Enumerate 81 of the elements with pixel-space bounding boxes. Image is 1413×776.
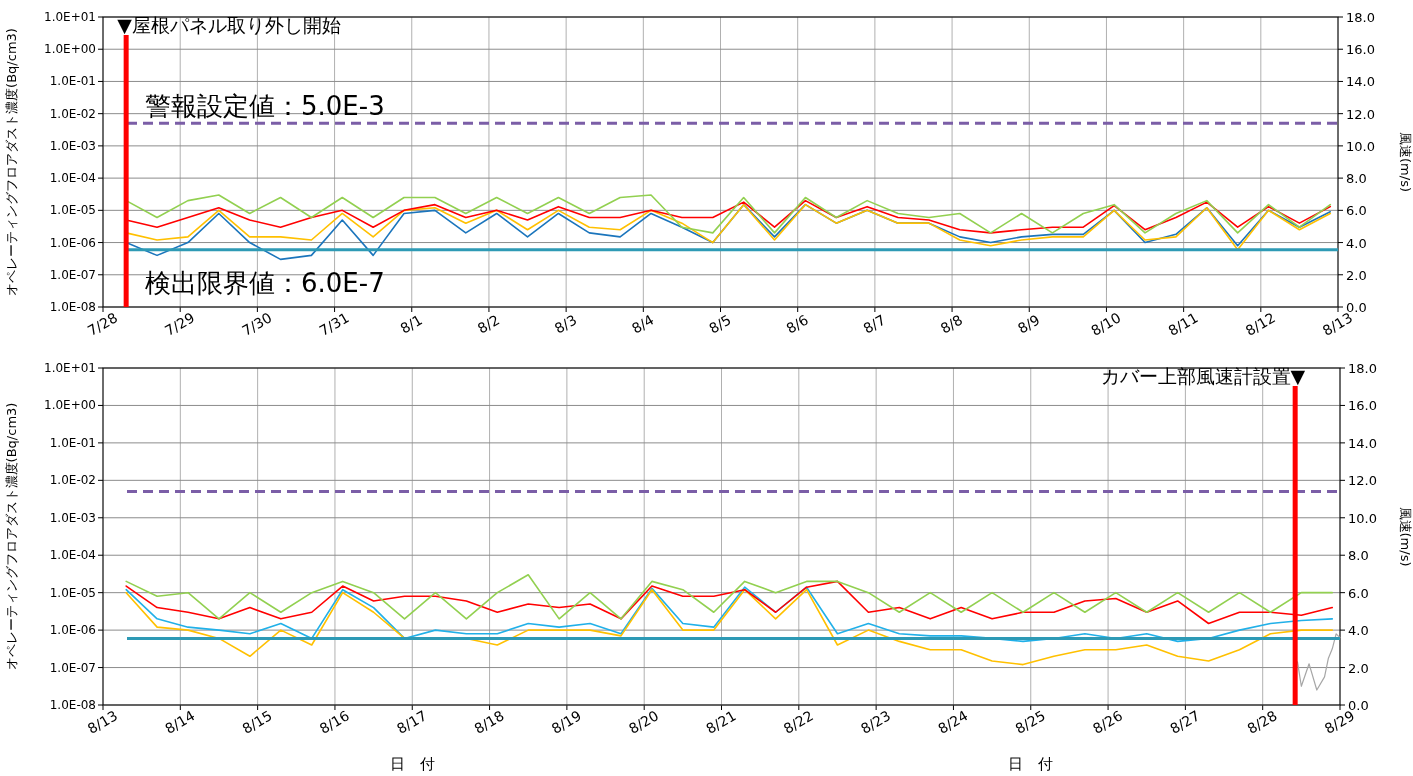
line-series xyxy=(125,588,1334,666)
y-tick-label: 1.0E+00 xyxy=(44,398,96,413)
y-tick-label: 1.0E-02 xyxy=(49,473,96,488)
y-tick-label: 1.0E-03 xyxy=(49,138,96,153)
x-tick-label: 8/15 xyxy=(239,707,275,737)
y2-tick-label: 16.0 xyxy=(1348,398,1377,414)
y-tick-label: 1.0E-02 xyxy=(49,106,96,121)
x-tick-label: 8/17 xyxy=(394,707,430,737)
y-axis-title: オペレーティングフロアダスト濃度(Bq/cm3) xyxy=(4,28,19,296)
y2-axis-title: 風速(m/s) xyxy=(1398,132,1413,192)
y-tick-label: 1.0E-07 xyxy=(49,660,96,675)
y-tick-label: 1.0E-06 xyxy=(49,235,96,250)
x-tick-label: 8/12 xyxy=(1242,309,1278,339)
line-series xyxy=(125,574,1334,620)
y-tick-label: 1.0E+01 xyxy=(44,10,96,24)
x-axis-title: 日 付 xyxy=(389,755,435,773)
y-tick-label: 1.0E+00 xyxy=(44,42,96,57)
y2-tick-label: 8.0 xyxy=(1346,171,1367,187)
y2-tick-label: 8.0 xyxy=(1348,548,1369,564)
y2-tick-label: 10.0 xyxy=(1346,138,1375,154)
x-tick-label: 8/10 xyxy=(1088,309,1124,339)
y-tick-label: 1.0E-07 xyxy=(49,267,96,282)
x-tick-label: 8/21 xyxy=(703,707,739,737)
x-tick-label: 7/31 xyxy=(316,309,352,339)
y2-tick-label: 4.0 xyxy=(1346,235,1367,251)
x-tick-label: 8/2 xyxy=(474,311,503,337)
y-tick-label: 1.0E-08 xyxy=(49,698,96,712)
y2-tick-label: 2.0 xyxy=(1348,660,1369,676)
y-tick-label: 1.0E-01 xyxy=(49,435,96,450)
y-tick-label: 1.0E-05 xyxy=(49,203,96,218)
x-tick-label: 8/1 xyxy=(397,311,426,337)
x-tick-label: 8/8 xyxy=(937,311,966,337)
y2-tick-label: 4.0 xyxy=(1348,623,1369,639)
x-tick-label: 7/29 xyxy=(162,309,198,339)
ref-line-label: 検出限界値：6.0E-7 xyxy=(145,267,385,298)
x-tick-label: 8/24 xyxy=(935,707,971,737)
y2-tick-label: 6.0 xyxy=(1348,585,1369,601)
x-tick-label: 8/25 xyxy=(1012,707,1048,737)
x-tick-label: 8/14 xyxy=(162,707,198,737)
y-tick-label: 1.0E-08 xyxy=(49,300,96,314)
x-tick-label: 8/20 xyxy=(626,707,662,737)
y2-tick-label: 10.0 xyxy=(1348,510,1377,526)
y2-axis-title: 風速(m/s) xyxy=(1398,506,1413,567)
y-tick-label: 1.0E-01 xyxy=(49,74,96,89)
y2-tick-label: 14.0 xyxy=(1346,74,1375,90)
y2-tick-label: 2.0 xyxy=(1346,267,1367,283)
y-tick-label: 1.0E-04 xyxy=(49,171,96,186)
y2-tick-label: 18.0 xyxy=(1348,361,1377,376)
x-tick-label: 8/4 xyxy=(629,311,657,337)
ref-line-label: ▼屋根パネル取り外し開始 xyxy=(117,14,341,36)
x-tick-label: 7/30 xyxy=(239,309,275,339)
y2-tick-label: 12.0 xyxy=(1346,106,1375,122)
x-tick-label: 8/9 xyxy=(1014,311,1043,337)
y-axis-title: オペレーティングフロアダスト濃度(Bq/cm3) xyxy=(4,402,19,671)
x-tick-label: 8/23 xyxy=(858,707,894,737)
ref-line-label: カバー上部風速計設置▼ xyxy=(1100,365,1306,387)
x-tick-label: 8/27 xyxy=(1167,707,1203,737)
x-tick-label: 8/5 xyxy=(706,311,734,337)
y2-tick-label: 12.0 xyxy=(1348,473,1377,489)
y2-tick-label: 18.0 xyxy=(1346,10,1375,25)
x-tick-label: 8/16 xyxy=(316,707,353,737)
line-series xyxy=(125,586,1334,643)
y-tick-label: 1.0E-04 xyxy=(49,548,96,563)
x-tick-label: 8/22 xyxy=(780,707,816,737)
text: 日 付 xyxy=(1008,755,1054,773)
y2-tick-label: 6.0 xyxy=(1346,203,1367,219)
ref-line-label: 警報設定値：5.0E-3 xyxy=(145,91,385,122)
y-tick-label: 1.0E-03 xyxy=(49,510,96,525)
y-tick-label: 1.0E-06 xyxy=(49,623,96,638)
x-tick-label: 8/26 xyxy=(1089,707,1126,737)
y2-tick-label: 14.0 xyxy=(1348,435,1377,451)
x-tick-label: 8/3 xyxy=(551,311,580,337)
x-tick-label: 8/28 xyxy=(1244,707,1280,737)
y-tick-label: 1.0E-05 xyxy=(49,585,96,600)
x-tick-label: 8/18 xyxy=(471,707,507,737)
x-tick-label: 8/7 xyxy=(860,311,889,337)
x-tick-label: 8/19 xyxy=(548,707,584,737)
x-tick-label: 8/6 xyxy=(783,311,812,337)
x-tick-label: 8/11 xyxy=(1165,309,1201,339)
y2-tick-label: 16.0 xyxy=(1346,42,1375,58)
y-tick-label: 1.0E+01 xyxy=(44,361,96,375)
